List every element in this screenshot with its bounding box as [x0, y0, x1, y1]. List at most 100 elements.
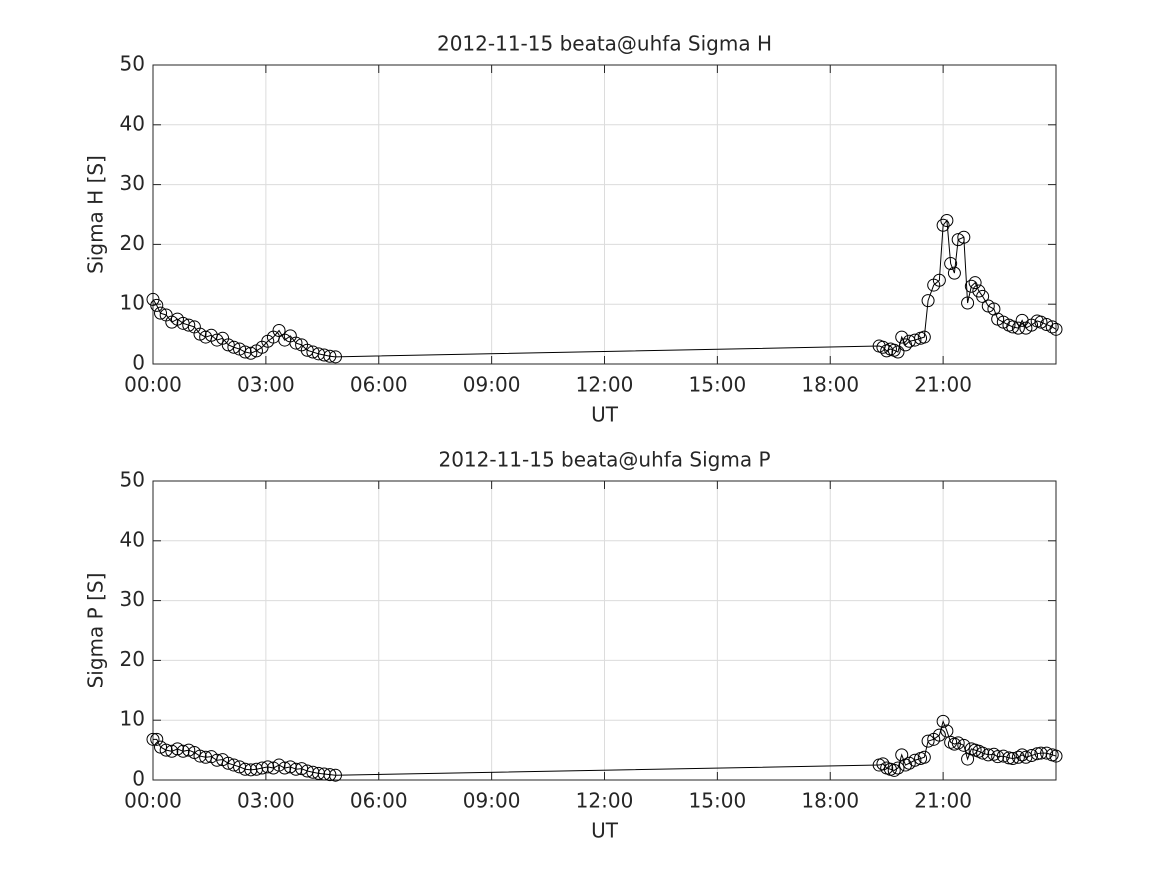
data-point — [957, 738, 971, 752]
data-point — [176, 744, 190, 758]
data-point — [1045, 320, 1059, 334]
y-tick-label: 0 — [132, 351, 145, 375]
data-line — [153, 719, 1057, 776]
data-point — [312, 766, 326, 780]
data-point — [210, 333, 224, 347]
data-point — [891, 761, 905, 775]
data-point — [951, 736, 965, 750]
data-point — [317, 767, 331, 781]
data-point — [182, 318, 196, 332]
x-tick-label: 09:00 — [463, 373, 521, 397]
data-point — [1006, 320, 1020, 334]
y-tick-label: 50 — [120, 52, 145, 76]
data-point — [921, 734, 935, 748]
data-point — [1025, 748, 1039, 762]
y-tick-label: 30 — [120, 587, 145, 611]
y-axis-label: Sigma P [S] — [84, 573, 108, 689]
data-point — [981, 748, 995, 762]
data-point — [323, 349, 337, 363]
data-point — [289, 336, 303, 350]
data-point — [944, 257, 958, 271]
data-point — [976, 746, 990, 760]
data-point — [1011, 750, 1025, 764]
axes-frame — [152, 64, 1057, 365]
data-point — [328, 768, 342, 782]
data-point — [932, 728, 946, 742]
chart-title: 2012-11-15 beata@uhfa Sigma P — [438, 448, 770, 472]
data-point — [154, 306, 168, 320]
x-tick-label: 18:00 — [801, 789, 859, 813]
x-tick-label: 00:00 — [124, 789, 182, 813]
x-tick-label: 18:00 — [801, 373, 859, 397]
data-point — [278, 761, 292, 775]
data-point — [964, 279, 978, 293]
data-point — [328, 350, 342, 364]
x-tick-label: 21:00 — [914, 789, 972, 813]
y-tick-label: 10 — [120, 707, 145, 731]
data-point — [323, 768, 337, 782]
data-point — [887, 763, 901, 777]
y-tick-label: 40 — [120, 527, 145, 551]
data-point — [1040, 746, 1054, 760]
data-point — [238, 345, 252, 359]
data-line — [152, 219, 1057, 358]
y-tick-label: 0 — [132, 767, 145, 791]
x-tick-label: 12:00 — [576, 789, 634, 813]
data-point — [244, 346, 258, 360]
x-tick-label: 15:00 — [689, 373, 747, 397]
data-point — [921, 294, 935, 308]
data-point — [227, 758, 241, 772]
x-tick-label: 06:00 — [350, 373, 408, 397]
data-point — [957, 230, 971, 244]
data-point — [917, 330, 931, 344]
data-point — [991, 750, 1005, 764]
x-axis-label: UT — [591, 819, 619, 843]
data-point — [996, 749, 1010, 763]
chart-title: 2012-11-15 beata@uhfa Sigma H — [437, 32, 772, 56]
x-tick-label: 03:00 — [237, 789, 295, 813]
data-point — [917, 750, 931, 764]
data-point — [908, 333, 922, 347]
x-tick-label: 00:00 — [124, 373, 182, 397]
data-point — [1015, 748, 1029, 762]
y-tick-label: 10 — [120, 291, 145, 315]
data-point — [159, 743, 173, 757]
data-point — [193, 749, 207, 763]
data-point — [947, 266, 961, 280]
y-tick-label: 40 — [120, 111, 145, 135]
data-point — [1030, 747, 1044, 761]
data-point — [182, 743, 196, 757]
data-point — [221, 338, 235, 352]
data-point — [1011, 321, 1025, 335]
y-tick-label: 50 — [120, 468, 145, 492]
data-point — [150, 298, 164, 312]
data-point — [908, 753, 922, 767]
data-point — [255, 761, 269, 775]
data-point — [1049, 322, 1063, 336]
data-point — [272, 324, 286, 338]
x-tick-label: 03:00 — [237, 373, 295, 397]
data-point — [895, 330, 909, 344]
data-point — [165, 744, 179, 758]
data-point — [932, 273, 946, 287]
y-axis-label: Sigma H [S] — [84, 155, 108, 274]
x-tick-label: 09:00 — [463, 789, 521, 813]
data-point — [227, 340, 241, 354]
data-point — [987, 747, 1001, 761]
x-tick-label: 21:00 — [914, 373, 972, 397]
data-point — [150, 732, 164, 746]
data-point — [891, 345, 905, 359]
x-tick-label: 06:00 — [350, 789, 408, 813]
data-point — [146, 732, 160, 746]
data-point — [1006, 751, 1020, 765]
x-axis-label: UT — [591, 403, 619, 427]
data-point — [238, 762, 252, 776]
x-tick-label: 12:00 — [576, 373, 634, 397]
data-point — [961, 296, 975, 310]
x-tick-label: 15:00 — [689, 789, 747, 813]
y-tick-label: 20 — [120, 231, 145, 255]
data-point — [951, 233, 965, 247]
data-point — [170, 742, 184, 756]
data-point — [940, 213, 954, 227]
